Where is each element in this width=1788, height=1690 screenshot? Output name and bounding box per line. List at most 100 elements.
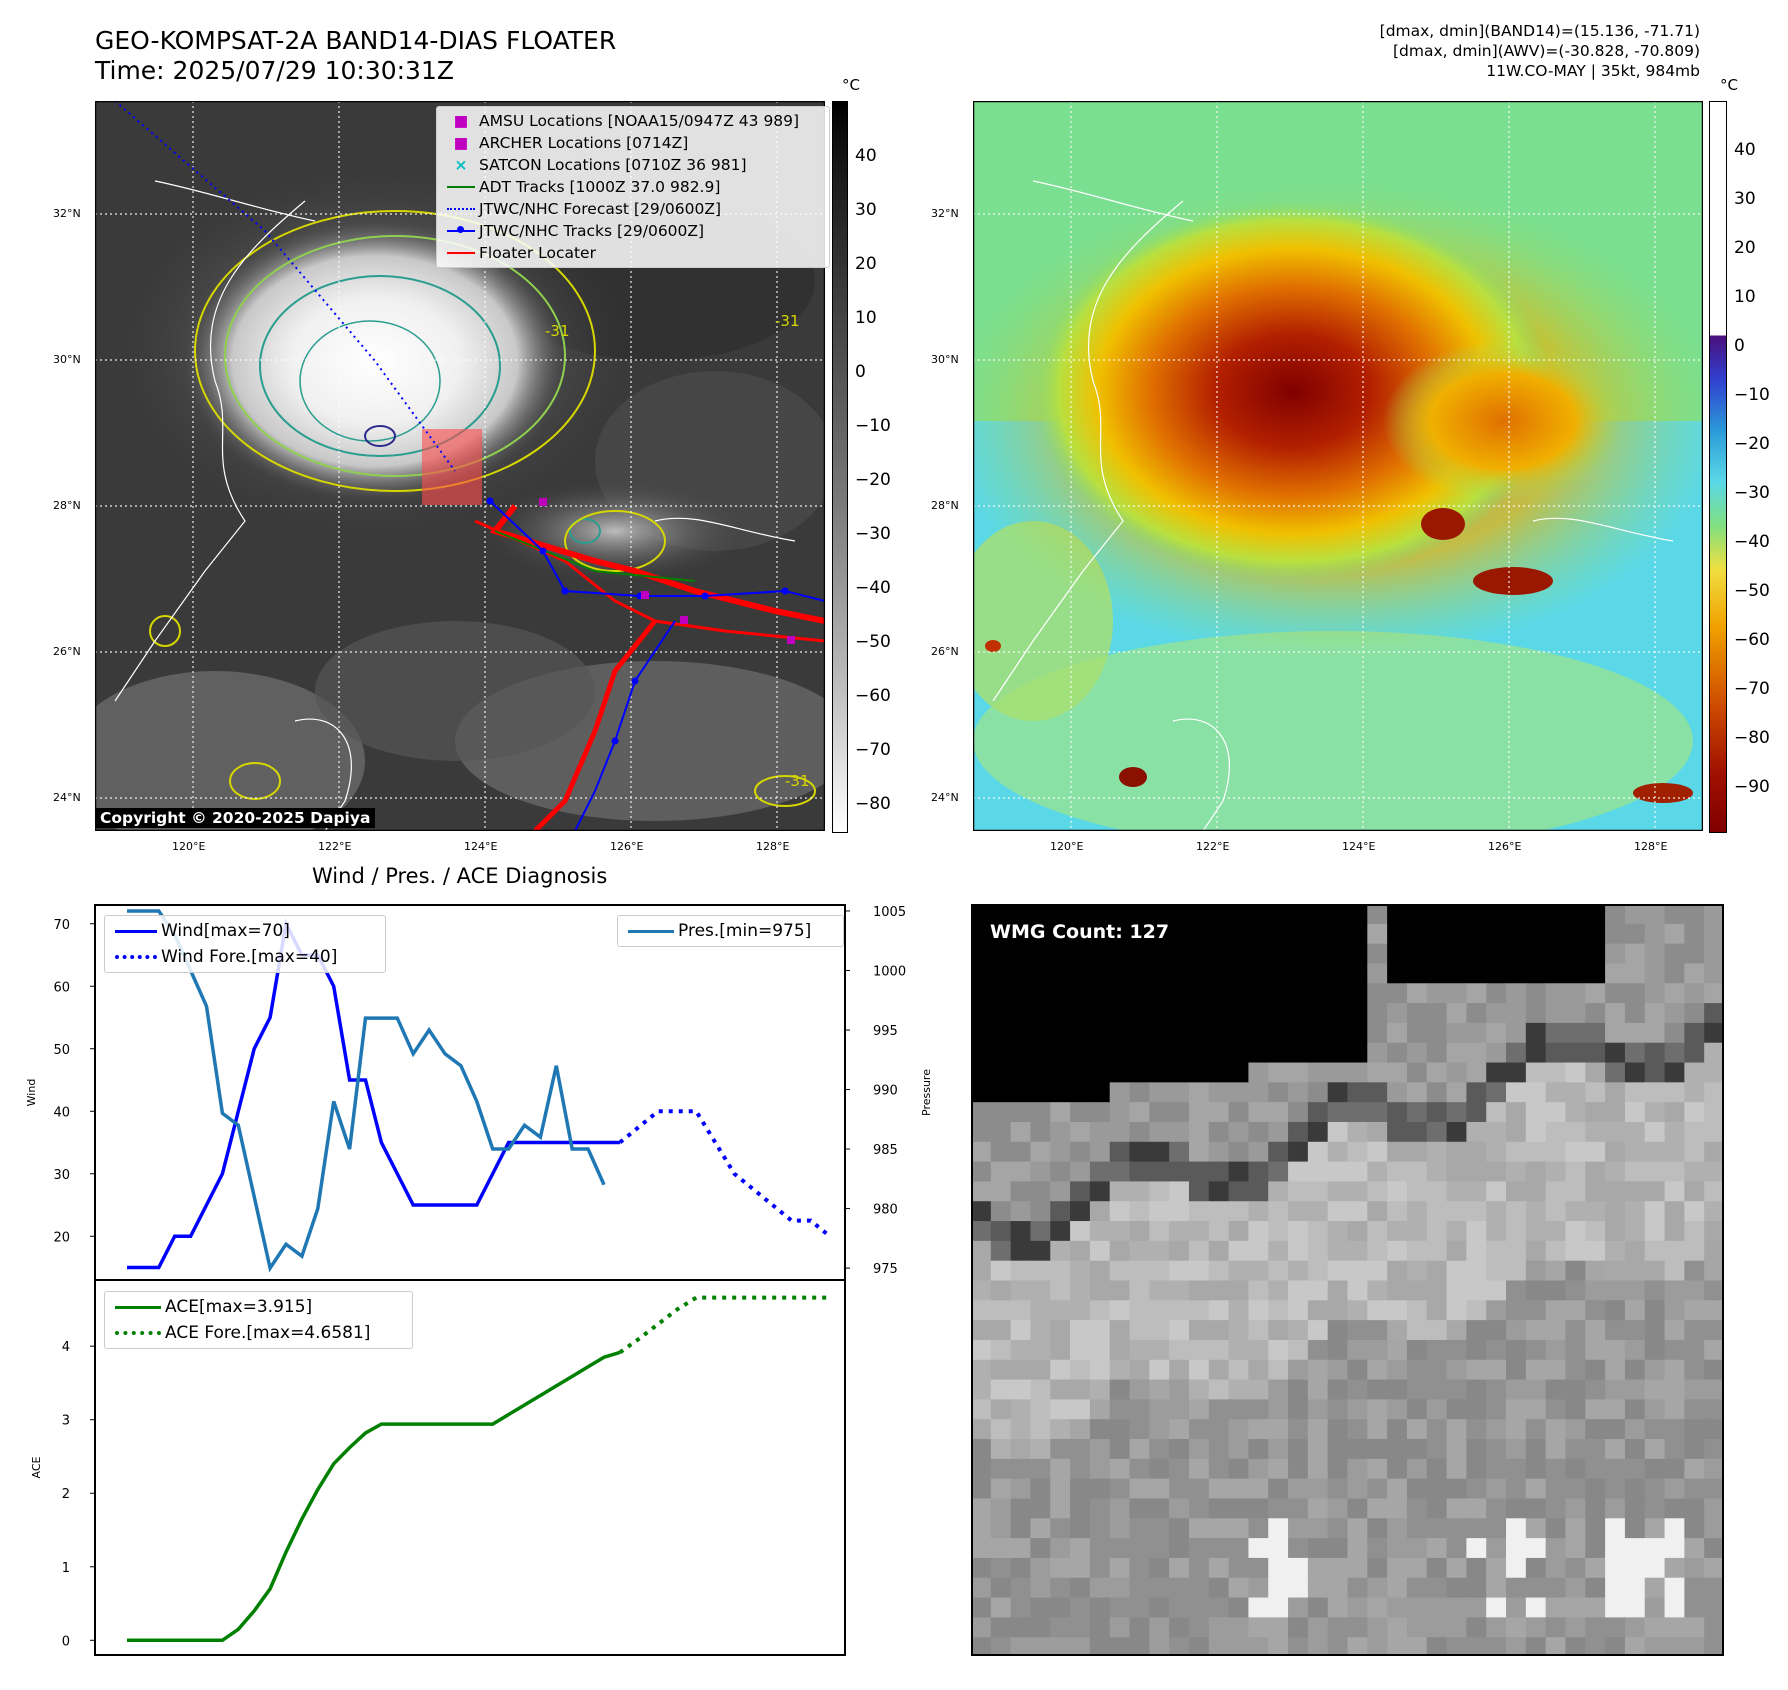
diagnosis-chart: 203040506070Wind97598098599099510001005P… (25, 904, 933, 1656)
awv-cb-tick: −70 (1734, 679, 1770, 699)
ir-cb-tick: 30 (855, 200, 877, 220)
ir-cb-tick: 10 (855, 308, 877, 328)
pressure-tick-label: 990 (873, 1084, 898, 1099)
lat-label-28: 28°N (53, 499, 81, 512)
pressure-axis-label: Pressure (920, 1069, 933, 1116)
figure-title-line2: Time: 2025/07/29 10:30:31Z (95, 56, 454, 85)
legend-item-ace: ACE[max=3.915] (111, 1294, 406, 1320)
ace-tick-label: 1 (62, 1561, 70, 1576)
lat-label-32: 32°N (931, 207, 959, 220)
info-awv: [dmax, dmin](AWV)=(-30.828, -70.809) (1393, 42, 1700, 60)
ace-line (127, 1350, 621, 1643)
contour-label-2: -31 (775, 312, 800, 330)
ir-cb-tick: −20 (855, 470, 891, 490)
pressure-tick-label: 995 (873, 1024, 898, 1039)
awv-cb-tick: −80 (1734, 728, 1770, 748)
ir-cb-tick: −80 (855, 794, 891, 814)
wind-tick-label: 30 (53, 1168, 70, 1183)
wmg-panel (971, 904, 1724, 1656)
awv-cb-tick: −40 (1734, 532, 1770, 552)
lat-label-30: 30°N (53, 353, 81, 366)
legend-item-wind: Wind[max=70] (111, 918, 379, 944)
wmg-frame (971, 904, 1724, 1656)
lat-label-24: 24°N (931, 791, 959, 804)
lon-label-122: 122°E (1196, 840, 1230, 853)
ace-legend: ACE[max=3.915] ACE Fore.[max=4.6581] (104, 1291, 413, 1349)
ace-tick-label: 2 (62, 1487, 70, 1502)
lon-label-128: 128°E (1634, 840, 1668, 853)
pressure-tick-label: 985 (873, 1143, 898, 1158)
wmg-count-label: WMG Count: 127 (981, 918, 1179, 946)
ir-cb-tick: 40 (855, 146, 877, 166)
ir-colorbar (832, 101, 848, 833)
wind-line (127, 918, 620, 1270)
map-gridlines (95, 101, 825, 831)
legend-item-wind-forecast: Wind Fore.[max=40] (111, 944, 379, 970)
info-band14: [dmax, dmin](BAND14)=(15.136, -71.71) (1379, 22, 1700, 40)
legend-item-pressure: Pres.[min=975] (624, 918, 837, 944)
ir-cb-tick: 0 (855, 362, 866, 382)
lon-label-124: 124°E (1342, 840, 1376, 853)
lat-label-30: 30°N (931, 353, 959, 366)
awv-cb-tick: −60 (1734, 630, 1770, 650)
awv-cb-tick: −20 (1734, 434, 1770, 454)
contour-label-1: -31 (545, 322, 570, 340)
pressure-tick-label: 1000 (873, 964, 906, 979)
awv-cb-tick: 0 (1734, 336, 1745, 356)
copyright-label: Copyright © 2020-2025 Dapiya (95, 808, 376, 828)
ir-cb-tick: −40 (855, 578, 891, 598)
lon-label-120: 120°E (172, 840, 206, 853)
legend-item-ace-forecast: ACE Fore.[max=4.6581] (111, 1320, 406, 1346)
wind-axis-label: Wind (25, 1079, 38, 1107)
ace-forecast-line (618, 1295, 830, 1355)
legend-item-archer: ■ ARCHER Locations [0714Z] (453, 134, 689, 152)
lon-label-124: 124°E (464, 840, 498, 853)
lat-label-26: 26°N (53, 645, 81, 658)
awv-colorbar-unit: °C (1720, 76, 1738, 94)
awv-cb-tick: 20 (1734, 238, 1756, 258)
awv-cb-tick: −90 (1734, 777, 1770, 797)
wind-tick-label: 70 (53, 918, 70, 933)
awv-colorbar (1709, 101, 1727, 833)
lon-label-128: 128°E (756, 840, 790, 853)
wind-tick-label: 40 (53, 1105, 70, 1120)
ace-tick-label: 0 (62, 1634, 70, 1649)
amsu-archer-markers (539, 498, 795, 644)
ir-cb-tick: −70 (855, 740, 891, 760)
ir-map-legend: ■ AMSU Locations [NOAA15/0947Z 43 989] ■ A… (436, 106, 830, 268)
lat-label-24: 24°N (53, 791, 81, 804)
ir-colorbar-unit: °C (842, 76, 860, 94)
jtwc-forecast-track (114, 101, 456, 472)
awv-cb-tick: 30 (1734, 189, 1756, 209)
awv-cb-tick: −50 (1734, 581, 1770, 601)
awv-cb-tick: 10 (1734, 287, 1756, 307)
wind-tick-label: 20 (53, 1230, 70, 1245)
awv-cb-tick: 40 (1734, 140, 1756, 160)
lon-label-126: 126°E (1488, 840, 1522, 853)
lon-label-122: 122°E (318, 840, 352, 853)
ir-cb-tick: 20 (855, 254, 877, 274)
ace-tick-label: 3 (62, 1414, 70, 1429)
info-storm: 11W.CO-MAY | 35kt, 984mb (1486, 62, 1700, 80)
pressure-tick-label: 980 (873, 1203, 898, 1218)
pressure-line (127, 909, 606, 1273)
awv-cb-tick: −10 (1734, 385, 1770, 405)
lat-label-26: 26°N (931, 645, 959, 658)
diagnosis-title: Wind / Pres. / ACE Diagnosis (312, 864, 608, 888)
legend-item-floater: Floater Locater (443, 242, 823, 264)
legend-item-adt: ADT Tracks [1000Z 37.0 982.9] (443, 176, 823, 198)
ir-cb-tick: −60 (855, 686, 891, 706)
wmg-pixel-grid (971, 904, 1724, 1656)
wind-tick-label: 60 (53, 980, 70, 995)
lon-label-120: 120°E (1050, 840, 1084, 853)
adt-track (494, 530, 696, 582)
lat-label-32: 32°N (53, 207, 81, 220)
legend-item-jtwc-tracks: JTWC/NHC Tracks [29/0600Z] (443, 220, 823, 242)
ace-tick-label: 4 (62, 1340, 70, 1355)
awv-cb-tick: −30 (1734, 483, 1770, 503)
legend-item-amsu: ■ AMSU Locations [NOAA15/0947Z 43 989] (453, 112, 800, 130)
ir-cb-tick: −10 (855, 416, 891, 436)
legend-item-jtwc-forecast: JTWC/NHC Forecast [29/0600Z] (443, 198, 823, 220)
pressure-tick-label: 975 (873, 1262, 898, 1277)
wind-tick-label: 50 (53, 1043, 70, 1058)
